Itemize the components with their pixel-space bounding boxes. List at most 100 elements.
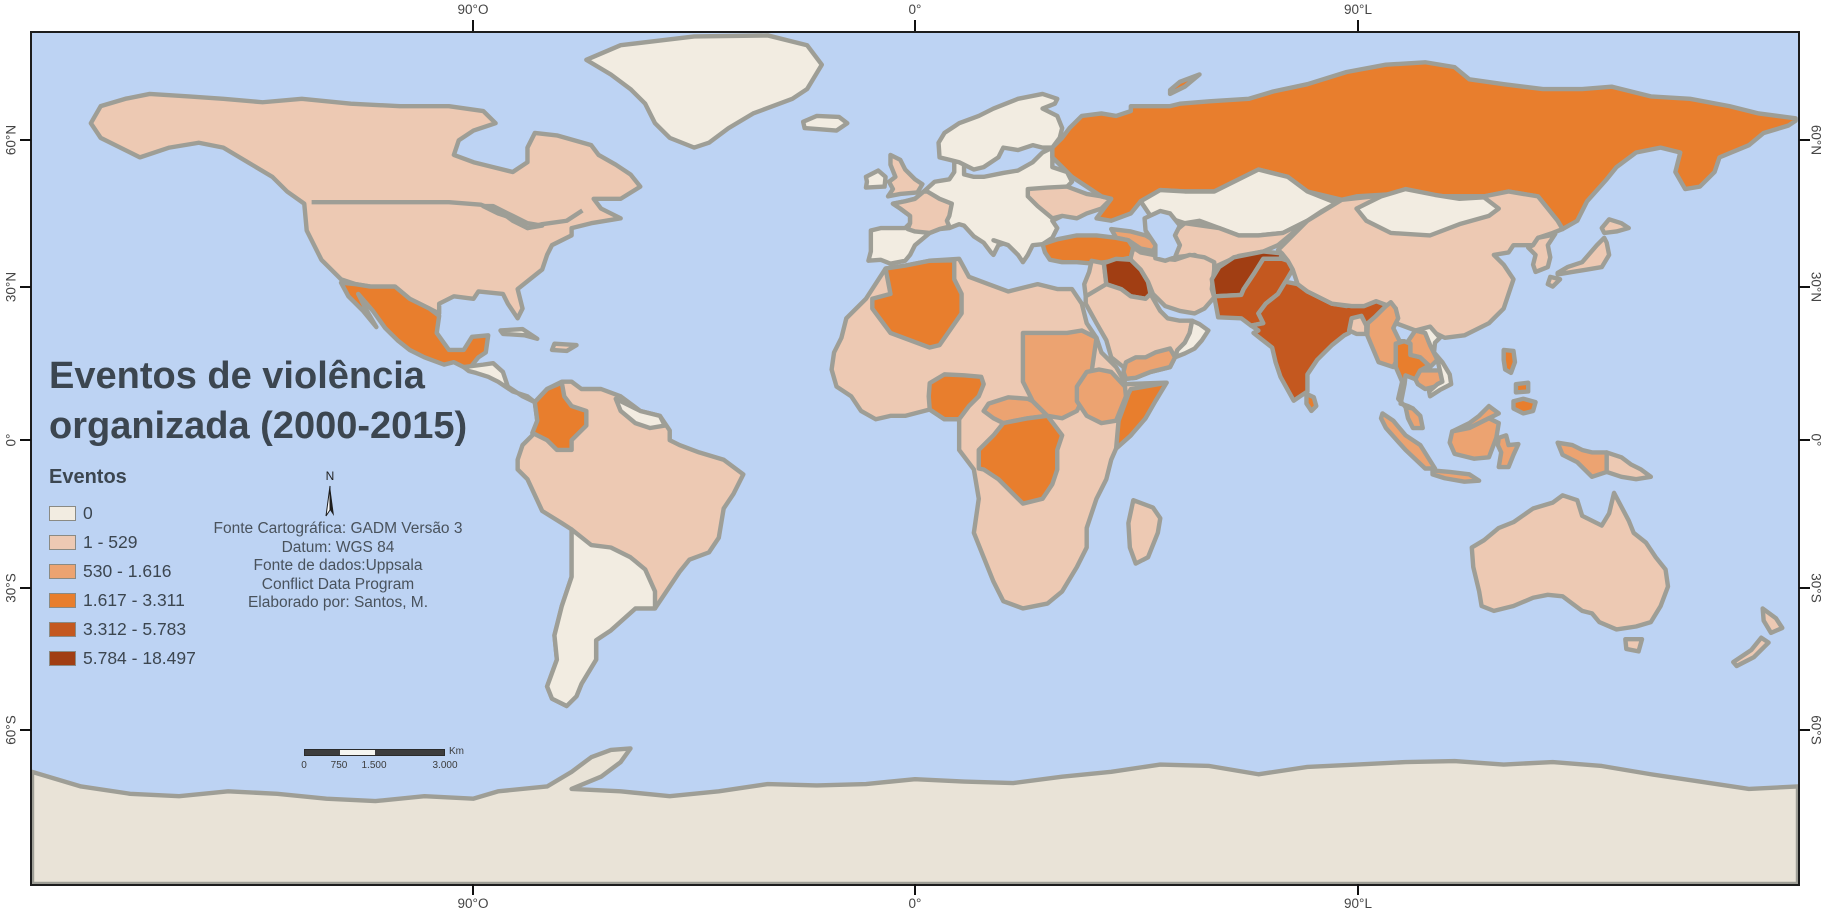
latitude-tick-right (1799, 587, 1810, 589)
country-ireland (863, 168, 888, 190)
latitude-tick-right (1799, 729, 1810, 731)
scale-bar-graphic (304, 749, 445, 756)
latitude-label-right: 60°N (1808, 124, 1824, 156)
legend-item: 1.617 - 3.311 (49, 586, 196, 615)
country-sri-lanka (1304, 391, 1319, 414)
latitude-label-left: 30°S (3, 573, 19, 603)
map-title-line1: Eventos de violência (49, 355, 425, 397)
legend-item: 3.312 - 5.783 (49, 615, 196, 644)
country-guyanas (613, 396, 668, 431)
longitude-label-bottom: 90°L (1344, 896, 1372, 911)
latitude-tick-left (20, 139, 31, 141)
scale-bar-segment (340, 750, 375, 755)
country-nigeria (926, 372, 986, 422)
latitude-label-left: 60°N (3, 124, 19, 156)
country-china (1275, 189, 1565, 340)
longitude-tick-bottom (472, 884, 474, 895)
country-korea (1525, 231, 1558, 275)
scale-bar-tick-label: 0 (301, 760, 307, 771)
great-lakes (481, 203, 545, 231)
legend-item: 1 - 529 (49, 528, 196, 557)
country-indonesia-papua (1555, 440, 1609, 479)
country-japan-kyushu (1545, 274, 1563, 289)
scale-bar-tick-label: 750 (330, 760, 348, 771)
legend-swatch (49, 651, 76, 666)
country-australia (1469, 490, 1671, 632)
country-philippines-mindanao (1511, 396, 1538, 416)
latitude-tick-left (20, 587, 31, 589)
credit-line: Fonte Cartográfica: GADM Versão 3 (213, 520, 463, 537)
country-somalia (1113, 380, 1169, 451)
legend-swatch (49, 564, 76, 579)
map-title-line2: organizada (2000-2015) (49, 405, 468, 448)
country-iceland (800, 113, 850, 133)
latitude-tick-left (20, 439, 31, 441)
longitude-tick-top (914, 20, 916, 31)
country-ethiopia (1074, 367, 1129, 426)
latitude-label-left: 30°N (3, 271, 19, 303)
latitude-tick-right (1799, 439, 1810, 441)
country-north-america (88, 91, 643, 321)
latitude-label-left: 0° (3, 433, 19, 447)
legend: Eventos 0 1 - 529 530 - 1.616 1.617 - 3.311… (49, 466, 196, 673)
latitude-label-right: 30°S (1808, 573, 1824, 603)
credit-line: Conflict Data Program (261, 575, 415, 593)
country-mexico (338, 280, 491, 372)
scale-bar: 0 750 1.500 3.000 Km (301, 746, 474, 774)
north-arrow: N (310, 470, 350, 524)
country-france (890, 189, 954, 236)
latitude-tick-right (1799, 139, 1810, 141)
legend-label: 5.784 - 18.497 (83, 648, 196, 668)
longitude-label-bottom: 90°O (457, 896, 489, 911)
longitude-tick-top (472, 20, 474, 31)
legend-title: Eventos (49, 466, 127, 488)
country-colombia (530, 380, 589, 453)
country-madagascar (1126, 498, 1163, 566)
legend-label: 1 - 529 (83, 532, 138, 552)
country-cuba (498, 326, 540, 341)
country-papua-new-guinea (1604, 450, 1654, 482)
country-central-america (461, 360, 538, 405)
country-bangladesh (1346, 313, 1369, 337)
legend-label: 1.617 - 3.311 (83, 590, 185, 610)
legend-swatch (49, 593, 76, 608)
credit-line: Elaborado por: Santos, M. (247, 594, 429, 612)
latitude-label-left: 60°S (3, 715, 19, 745)
country-antarctica (32, 746, 1798, 884)
longitude-label-top: 0° (908, 2, 922, 17)
country-indonesia-kalimantan (1447, 416, 1501, 461)
country-japan-honshu (1555, 235, 1612, 277)
legend-item: 530 - 1.616 (49, 557, 196, 586)
scale-bar-unit: Km (449, 746, 464, 757)
country-malaysia-peninsula (1403, 404, 1425, 431)
map-title: Eventos de violência organizada (2000-20… (49, 351, 467, 451)
country-hispaniola (549, 341, 579, 354)
longitude-tick-bottom (1357, 884, 1359, 895)
country-new-zealand-south (1731, 635, 1771, 669)
country-uk (885, 152, 925, 199)
longitude-label-bottom: 0° (908, 896, 922, 911)
country-novaya-zemlya (1167, 72, 1202, 97)
longitude-tick-top (1357, 20, 1359, 31)
country-indonesia-java (1430, 468, 1482, 484)
world-choropleth-map (32, 33, 1798, 884)
legend-label: 0 (83, 503, 93, 523)
longitude-label-top: 90°L (1344, 2, 1372, 17)
scale-bar-tick-label: 3.000 (432, 760, 458, 771)
country-mongolia (1354, 186, 1501, 238)
country-new-zealand-north (1760, 606, 1785, 636)
country-ukraine (1025, 184, 1114, 221)
credit-line: Datum: WGS 84 (281, 538, 395, 556)
credit-line: Fonte de dados:Uppsala (253, 557, 423, 575)
legend-items: 0 1 - 529 530 - 1.616 1.617 - 3.311 3.312 - … (49, 499, 196, 673)
latitude-tick-left (20, 286, 31, 288)
country-philippines-luzon (1501, 347, 1518, 376)
north-arrow-label: N (325, 469, 335, 483)
map-canvas: Eventos de violência organizada (2000-20… (30, 31, 1800, 886)
country-drc (976, 413, 1065, 506)
scale-bar-segment (305, 750, 340, 755)
country-philippines-visayas (1513, 380, 1531, 395)
legend-swatch (49, 535, 76, 550)
legend-item: 5.784 - 18.497 (49, 644, 196, 673)
